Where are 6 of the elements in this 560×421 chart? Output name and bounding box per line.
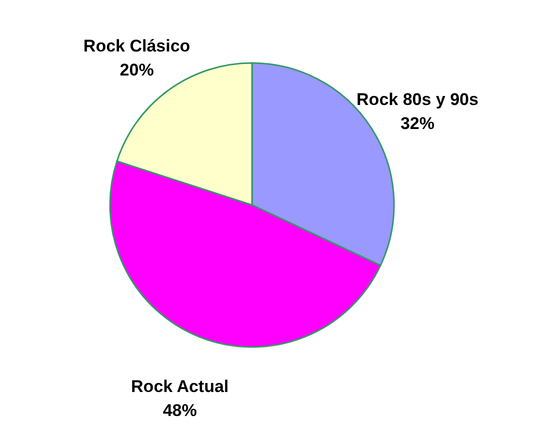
slice-label: Rock Actual [131,377,229,396]
data-label: 32% [400,114,435,133]
slice-label: Rock 80s y 90s [356,90,478,109]
data-label: 20% [120,60,154,80]
data-label: 48% [162,401,197,420]
slice-label: Rock Clásico [83,36,190,56]
